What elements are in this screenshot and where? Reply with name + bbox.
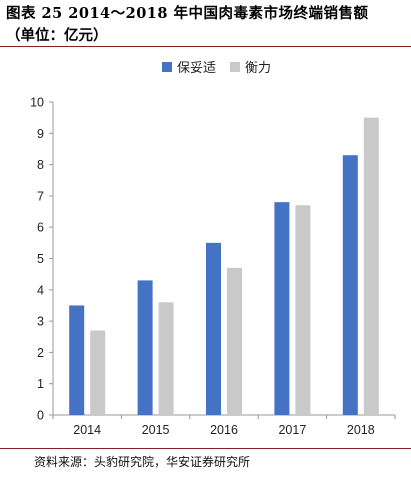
y-tick-label: 1	[37, 377, 44, 391]
bar-series-1	[137, 280, 153, 415]
y-tick-label: 6	[37, 221, 44, 235]
bar-series-1	[342, 155, 358, 415]
x-tick-label: 2015	[142, 423, 170, 437]
bar-series-2	[227, 267, 242, 415]
footer-rule	[0, 448, 411, 449]
y-tick-label: 0	[37, 409, 44, 423]
legend-swatch	[230, 62, 240, 72]
chart-title: 图表 25 2014～2018 年中国肉毒素市场终端销售额	[6, 5, 369, 22]
x-tick-label: 2016	[210, 423, 238, 437]
y-tick-label: 8	[37, 158, 44, 172]
legend-swatch	[162, 62, 172, 72]
bar-chart: 保妥适 衡力 0 1 2 3 4 5 6 7 8 9 10 2014 2015 2016 2017 2018	[30, 61, 396, 437]
header-rule	[0, 46, 411, 47]
y-tick-label: 9	[37, 127, 44, 141]
bar-series-1	[206, 242, 221, 415]
x-tick-label: 2014	[73, 423, 101, 437]
legend: 保妥适 衡力	[162, 61, 271, 76]
bar-series-2	[158, 302, 174, 415]
y-tick-label: 5	[37, 252, 44, 266]
bar-series-2	[90, 330, 106, 415]
legend-label: 保妥适	[177, 61, 216, 76]
y-tick-label: 4	[37, 283, 44, 297]
bars	[69, 117, 379, 416]
x-tick-label: 2017	[278, 423, 306, 437]
source-note: 资料来源：头豹研究院，华安证券研究所	[34, 455, 251, 469]
axes: 0 1 2 3 4 5 6 7 8 9 10 2014 2015 2016 2017 2018	[30, 96, 396, 437]
legend-label: 衡力	[245, 61, 271, 76]
x-tick-label: 2018	[347, 423, 375, 437]
bar-series-1	[274, 202, 290, 415]
y-tick-label: 7	[37, 189, 44, 203]
y-tick-label: 10	[30, 96, 44, 110]
bar-series-1	[69, 305, 85, 415]
bar-series-2	[363, 117, 379, 416]
bar-series-2	[295, 205, 311, 415]
chart-subtitle: （单位：亿元）	[6, 27, 108, 44]
y-tick-label: 2	[37, 346, 44, 360]
y-tick-label: 3	[37, 315, 44, 329]
